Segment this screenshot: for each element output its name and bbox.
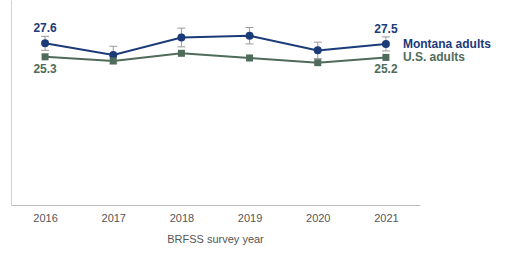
error-bar (246, 28, 254, 44)
marker (178, 50, 185, 57)
x-tick: 2018 (170, 205, 194, 224)
x-tick-label: 2019 (238, 212, 262, 224)
error-bar (382, 37, 390, 51)
error-bar (109, 46, 117, 64)
labels: 27.6 27.5 Montana adults 25.3 25.2 U.S. adult… (33, 21, 491, 76)
marker (41, 39, 49, 47)
marker (110, 57, 117, 64)
marker (382, 40, 390, 48)
error-bar (177, 28, 185, 47)
series-name: Montana adults (403, 37, 491, 51)
x-tick-label: 2018 (170, 212, 194, 224)
marker (246, 54, 253, 61)
data-label: 27.5 (374, 22, 398, 36)
data-label: 25.2 (374, 62, 398, 76)
data-label: 27.6 (33, 21, 57, 35)
error-bar (41, 36, 49, 50)
x-tick: 2019 (238, 205, 262, 224)
x-tick: 2017 (102, 205, 126, 224)
error-bar (314, 42, 322, 58)
marker (42, 53, 49, 60)
chart: 2016 2017 2018 2019 2020 2021 BRFSS survey yea… (0, 0, 509, 256)
x-axis: 2016 2017 2018 2019 2020 2021 (12, 205, 421, 224)
marker (382, 54, 389, 61)
data-label: 25.3 (33, 62, 57, 76)
marker (177, 33, 185, 41)
marker (246, 32, 254, 40)
series-line (45, 36, 386, 55)
x-tick-label: 2016 (33, 212, 57, 224)
error-bars (41, 28, 390, 64)
markers (42, 50, 390, 66)
y-axis (11, 1, 12, 206)
marker (314, 46, 322, 54)
plot-area (41, 28, 390, 67)
y-axis-line (11, 1, 12, 206)
x-tick: 2020 (306, 205, 330, 224)
x-tick: 2021 (374, 205, 398, 224)
x-axis-line (12, 205, 421, 206)
x-tick-label: 2020 (306, 212, 330, 224)
series-line (45, 53, 386, 62)
x-tick-label: 2021 (374, 212, 398, 224)
x-tick-label: 2017 (102, 212, 126, 224)
marker (314, 59, 321, 66)
x-tick: 2016 (33, 205, 57, 224)
series-name: U.S. adults (403, 50, 465, 64)
x-axis-title: BRFSS survey year (167, 233, 264, 245)
